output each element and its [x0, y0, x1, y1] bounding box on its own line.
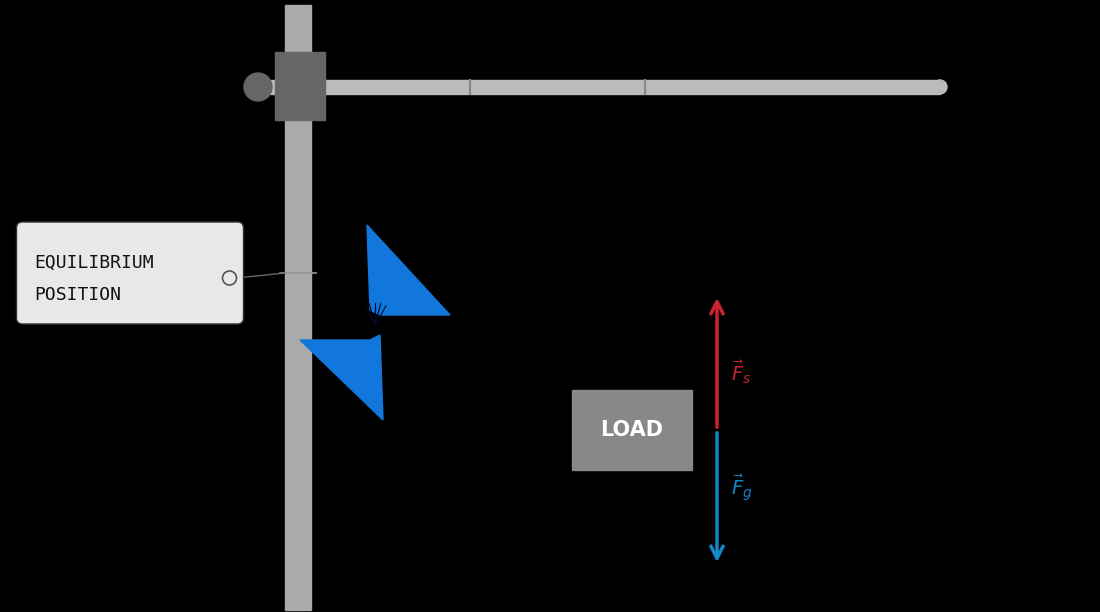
- Polygon shape: [367, 225, 450, 315]
- Bar: [270, 80, 940, 94]
- Text: $\vec{F}_g$: $\vec{F}_g$: [732, 472, 752, 503]
- Bar: [285, 5, 311, 610]
- FancyBboxPatch shape: [16, 222, 243, 324]
- Text: EQUILIBRIUM: EQUILIBRIUM: [34, 254, 154, 272]
- Bar: [275, 52, 324, 120]
- Circle shape: [933, 80, 947, 94]
- Polygon shape: [300, 335, 383, 420]
- Circle shape: [244, 73, 272, 101]
- Text: $\vec{F}_s$: $\vec{F}_s$: [732, 359, 751, 386]
- Text: POSITION: POSITION: [34, 286, 121, 304]
- Text: LOAD: LOAD: [601, 420, 663, 440]
- Bar: [572, 390, 692, 470]
